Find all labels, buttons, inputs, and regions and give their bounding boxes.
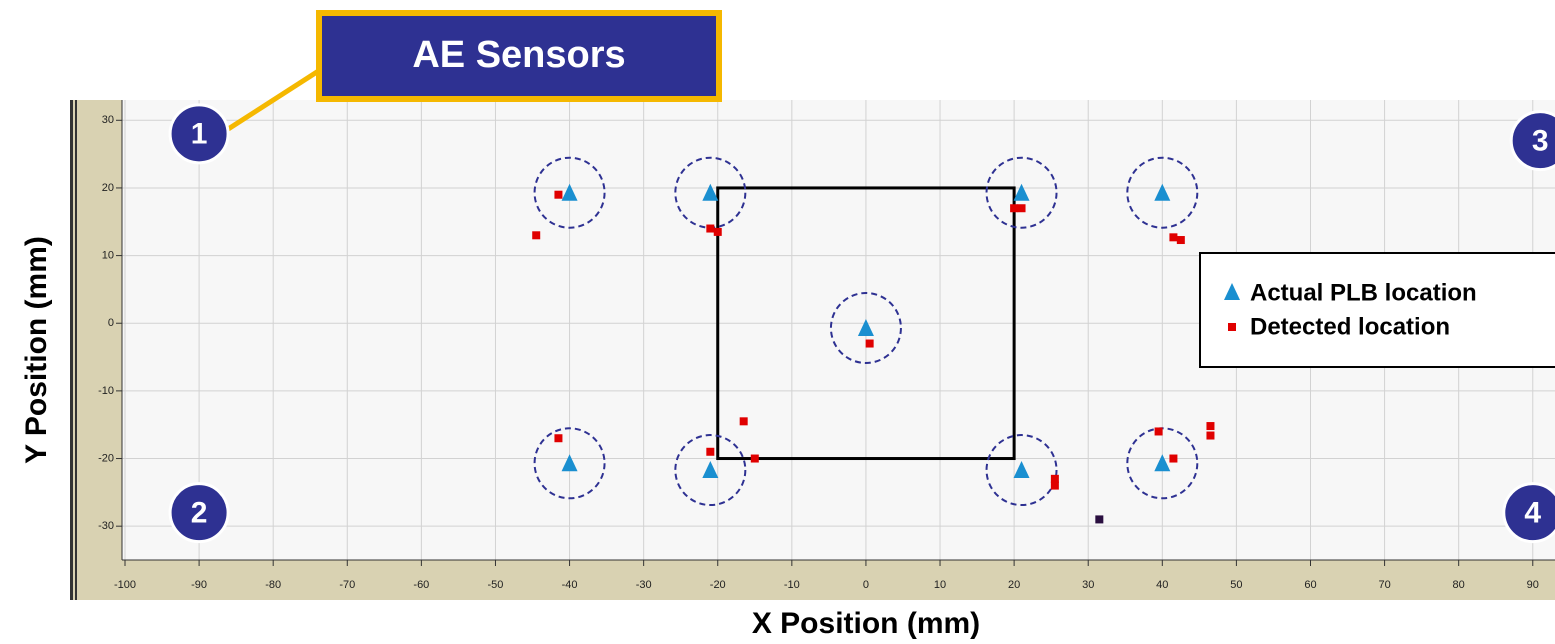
frame-edge <box>70 100 73 600</box>
detected-point <box>1169 454 1178 463</box>
detected-point <box>739 417 748 426</box>
actual-point <box>1154 183 1171 201</box>
x-tick-label: 90 <box>1527 579 1539 591</box>
target-ring <box>533 156 606 229</box>
target-ring <box>985 434 1058 507</box>
x-tick-label: -30 <box>636 579 652 591</box>
sensor <box>168 103 230 165</box>
detected-point <box>1154 427 1163 436</box>
x-tick-label: -80 <box>265 579 281 591</box>
detected-point <box>1176 236 1185 245</box>
x-tick-label: -60 <box>413 579 429 591</box>
region <box>716 186 1016 461</box>
sensor-label: 2 <box>191 497 208 530</box>
y-axis-label: Y Position (mm) <box>20 236 53 464</box>
x-tick-label: -50 <box>488 579 504 591</box>
legend-marker <box>1224 283 1240 300</box>
detected-point <box>554 434 563 443</box>
y-tick-label: -10 <box>98 385 114 397</box>
detected-point <box>1010 204 1019 213</box>
actual-point <box>1154 454 1171 472</box>
detected-point <box>532 231 541 240</box>
sensor <box>1502 482 1555 544</box>
legend-marker <box>1228 323 1236 331</box>
actual-point <box>702 461 719 479</box>
x-tick-label: -40 <box>562 579 578 591</box>
target-ring <box>533 427 606 500</box>
target-ring <box>674 434 747 507</box>
y-tick-label: 0 <box>108 317 114 329</box>
legend-label: Detected location <box>1250 313 1450 340</box>
sensor-label: 1 <box>191 118 208 151</box>
target-ring <box>829 292 902 364</box>
detected-point <box>750 454 759 463</box>
x-tick-label: -100 <box>114 579 136 591</box>
actual-point <box>561 454 578 472</box>
detected-point <box>554 190 563 199</box>
x-tick-label: 0 <box>863 579 869 591</box>
actual-point <box>1013 183 1030 201</box>
callout-text: AE Sensors <box>412 34 625 76</box>
x-tick-label: 60 <box>1304 579 1316 591</box>
detected-point <box>713 227 722 236</box>
x-tick-label: -20 <box>710 579 726 591</box>
sensor <box>168 482 230 544</box>
callout-box <box>322 16 716 96</box>
legend-box <box>1199 252 1555 368</box>
actual-point <box>561 183 578 201</box>
detected-point <box>1095 515 1104 524</box>
target-ring <box>985 156 1058 229</box>
x-tick-label: 70 <box>1378 579 1390 591</box>
legend-label: Actual PLB location <box>1250 279 1477 306</box>
x-axis-label: X Position (mm) <box>752 607 980 640</box>
y-tick-label: -20 <box>98 452 114 464</box>
y-tick-label: 20 <box>102 182 114 194</box>
sensor <box>1509 110 1555 172</box>
x-tick-label: -90 <box>191 579 207 591</box>
x-tick-label: 30 <box>1082 579 1094 591</box>
detected-point <box>706 447 715 456</box>
detected-point <box>1050 481 1059 490</box>
callout-pointer <box>220 67 322 136</box>
detected-point <box>1206 422 1215 431</box>
detected-point <box>1169 233 1178 242</box>
x-tick-label: -10 <box>784 579 800 591</box>
actual-point <box>857 319 874 336</box>
detected-point <box>1206 431 1215 440</box>
detected-point <box>1017 204 1026 213</box>
target-ring <box>1126 156 1199 229</box>
actual-point <box>1013 461 1030 479</box>
y-tick-label: 10 <box>102 249 114 261</box>
detected-point <box>865 339 874 348</box>
x-tick-label: -70 <box>339 579 355 591</box>
frame-edge <box>75 100 77 600</box>
sensor-label: 3 <box>1532 125 1549 158</box>
x-tick-label: 40 <box>1156 579 1168 591</box>
x-tick-label: 10 <box>934 579 946 591</box>
detected-point <box>1050 474 1059 483</box>
sensor-label: 4 <box>1524 497 1541 530</box>
detected-point <box>706 224 715 233</box>
actual-point <box>702 183 719 201</box>
y-tick-label: 30 <box>102 114 114 126</box>
x-tick-label: 80 <box>1453 579 1465 591</box>
y-tick-label: -30 <box>98 520 114 532</box>
x-tick-label: 20 <box>1008 579 1020 591</box>
x-tick-label: 50 <box>1230 579 1242 591</box>
